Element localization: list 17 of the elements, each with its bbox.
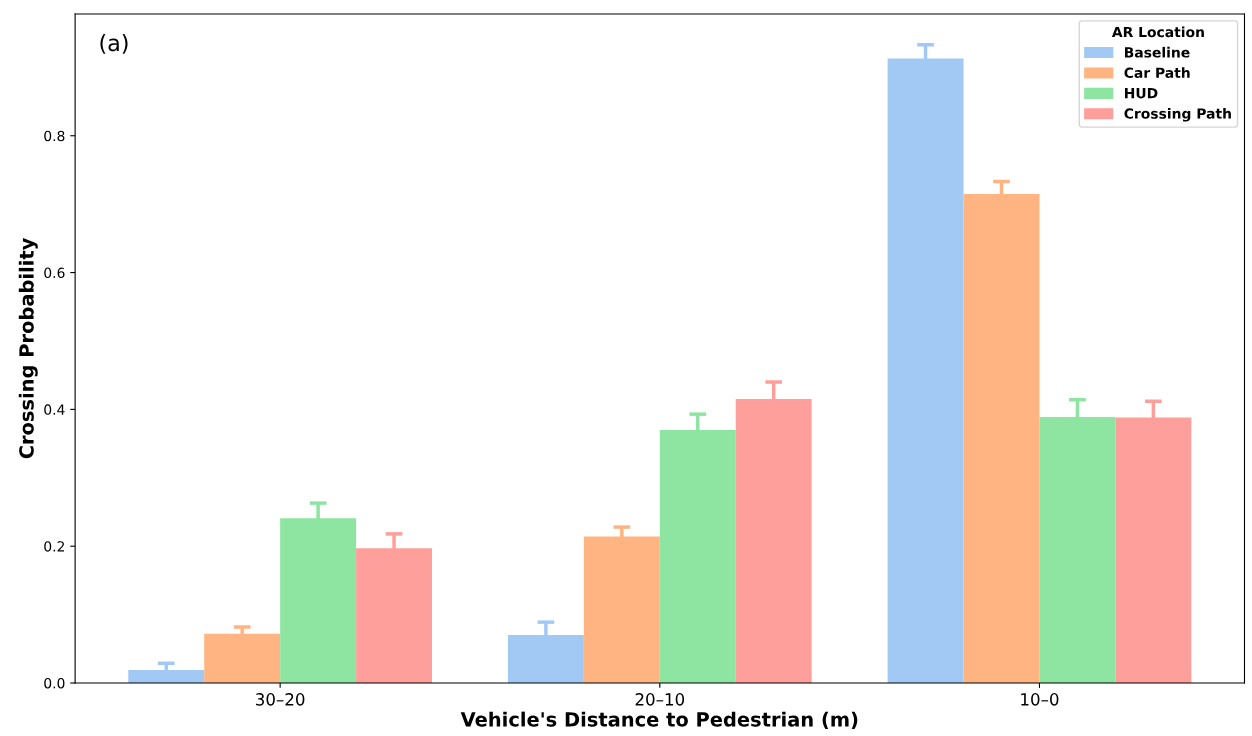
y-tick-label: 0.4 <box>44 404 65 415</box>
annotation: (a) <box>100 34 128 54</box>
x-tick-label: 20–10 <box>635 693 685 706</box>
bar <box>204 633 281 684</box>
x-tick-label: 10–0 <box>1021 693 1059 706</box>
legend-label: Baseline <box>1125 46 1190 58</box>
legend-label: Crossing Path <box>1124 108 1231 122</box>
y-tick-label: 0.6 <box>44 267 65 279</box>
y-tick-label: 0.8 <box>44 130 65 142</box>
legend-label: Car Path <box>1124 67 1190 79</box>
y-tick-label: 0.2 <box>44 541 65 552</box>
y-tick-label: 0.0 <box>44 677 65 689</box>
legend-title: AR Location <box>1111 26 1204 38</box>
x-axis-title: Vehicle's Distance to Pedestrian (m) <box>460 711 858 729</box>
y-axis-title: Crossing Probability <box>18 238 38 459</box>
legend-label: HUD <box>1125 88 1158 99</box>
x-tick-label: 30–20 <box>256 693 305 706</box>
